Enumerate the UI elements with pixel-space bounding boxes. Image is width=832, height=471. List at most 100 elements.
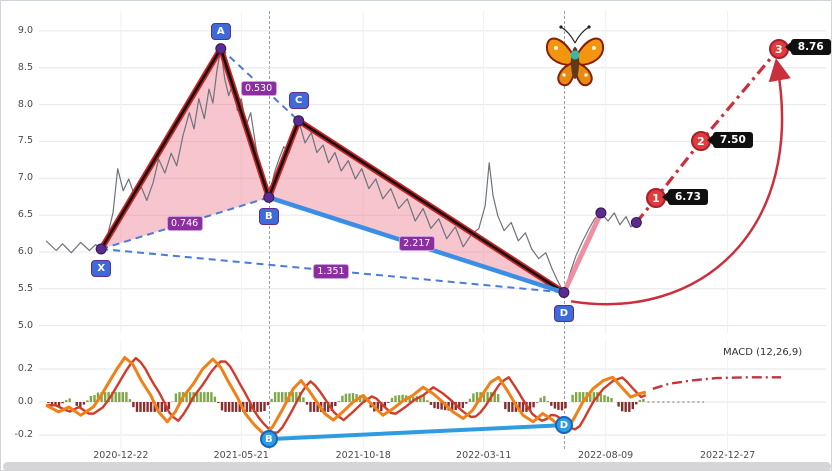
macd-histogram-bar <box>210 392 213 402</box>
macd-histogram-bar <box>231 402 234 412</box>
macd-histogram-bar <box>57 402 61 407</box>
macd-histogram-bar <box>206 392 209 402</box>
pattern-point-badge-a: A <box>210 23 231 41</box>
macd-histogram-bar <box>543 396 546 402</box>
y-axis-tick: 7.5 <box>17 135 33 147</box>
y-axis-tick: 8.5 <box>17 61 33 73</box>
x-axis-tick: 2022-03-11 <box>456 450 512 461</box>
macd-y-axis-tick: 0.0 <box>17 396 33 407</box>
macd-histogram-bar <box>266 402 270 406</box>
macd-histogram-bar <box>408 396 411 402</box>
macd-histogram-bar <box>327 402 330 412</box>
macd-histogram-bar <box>68 398 71 402</box>
macd-histogram-bar <box>50 402 54 405</box>
macd-histogram-bar <box>75 402 78 406</box>
macd-histogram-bar <box>532 402 535 408</box>
macd-histogram-bar <box>302 397 305 402</box>
macd-histogram-bar <box>635 402 638 405</box>
macd-histogram-bar <box>284 392 287 402</box>
macd-histogram-bar <box>461 402 464 409</box>
macd-histogram-bar <box>316 402 319 412</box>
macd-histogram-bar <box>238 402 241 412</box>
macd-histogram-bar <box>234 402 238 412</box>
pattern-vertex-dot <box>263 191 275 203</box>
macd-histogram-bar <box>511 402 514 412</box>
macd-histogram-bar <box>433 402 436 409</box>
macd-histogram-bar <box>142 402 146 412</box>
macd-histogram-bar <box>217 402 220 404</box>
macd-histogram-bar <box>486 392 489 402</box>
macd-histogram-bar <box>624 402 627 412</box>
macd-histogram-bar <box>93 395 96 402</box>
macd-histogram-bar <box>560 402 564 411</box>
macd-histogram-bar <box>291 392 294 402</box>
x-axis-tick: 2022-12-27 <box>700 450 756 461</box>
macd-histogram-bar <box>245 402 248 412</box>
rose-segment <box>561 210 604 295</box>
pattern-vertex-dot <box>595 207 607 219</box>
macd-histogram-bar <box>337 400 340 402</box>
macd-histogram-bar <box>259 402 263 412</box>
macd-histogram-bar <box>628 402 631 412</box>
macd-histogram-bar <box>312 402 316 412</box>
price-target-tag-2: 7.50 <box>706 131 753 148</box>
pattern-edge-black <box>297 119 566 294</box>
macd-histogram-bar <box>252 402 256 412</box>
macd-histogram-bar <box>341 395 344 402</box>
macd-histogram-bar <box>419 395 422 402</box>
macd-point-b: B <box>259 430 278 449</box>
macd-histogram-bar <box>277 392 280 402</box>
macd-histogram-bar <box>323 402 326 412</box>
macd-y-axis-tick: 0.2 <box>17 363 33 375</box>
price-target-tag-1: 6.73 <box>662 188 708 205</box>
x-axis-tick: 2021-05-21 <box>213 450 269 461</box>
macd-histogram-bar <box>539 397 542 402</box>
y-axis-tick: 9.0 <box>17 24 33 36</box>
pattern-point-badge-x: X <box>91 259 112 277</box>
macd-histogram-bar <box>111 392 114 402</box>
ratio-label: 0.530 <box>240 80 277 96</box>
macd-histogram-bar <box>96 392 100 402</box>
macd-histogram-bar <box>103 392 107 402</box>
macd-histogram-bar <box>135 402 139 412</box>
macd-histogram-bar <box>114 392 117 402</box>
pattern-edge-black <box>99 47 223 251</box>
price-line <box>45 48 637 294</box>
x-axis-tick: 2020-12-22 <box>93 450 149 461</box>
macd-histogram-bar <box>61 402 64 404</box>
macd-histogram-bar <box>468 398 472 402</box>
pattern-vertex-dot <box>293 115 305 127</box>
macd-histogram-bar <box>149 402 153 412</box>
macd-histogram-bar <box>132 402 135 408</box>
macd-histogram-bar <box>82 402 86 405</box>
pattern-edge-black <box>267 119 301 199</box>
pattern-point-badge-c: C <box>288 92 309 110</box>
y-axis-tick: 5.5 <box>17 282 33 294</box>
macd-histogram-bar <box>167 402 171 410</box>
macd-histogram-bar <box>351 393 355 402</box>
macd-histogram-bar <box>334 402 337 407</box>
macd-histogram-bar <box>621 402 624 412</box>
pattern-vertex-dot <box>630 216 642 228</box>
macd-histogram-bar <box>107 392 110 402</box>
macd-histogram-bar <box>504 402 507 410</box>
macd-histogram-bar <box>146 402 149 412</box>
macd-histogram-bar <box>426 400 429 402</box>
pattern-vertex-dot <box>215 43 227 55</box>
macd-histogram-bar <box>458 402 461 410</box>
macd-histogram-bar <box>387 402 390 403</box>
macd-histogram-bar <box>249 402 252 412</box>
y-axis-tick: 7.0 <box>17 172 33 184</box>
macd-histogram-bar <box>390 397 394 402</box>
pattern-fill-polygon <box>268 120 564 293</box>
macd-histogram-bar <box>465 402 468 404</box>
horizontal-scrollbar[interactable] <box>3 462 831 470</box>
macd-histogram-bar <box>121 392 124 402</box>
butterfly-icon <box>545 25 605 87</box>
macd-histogram-bar <box>295 392 298 402</box>
macd-histogram-bar <box>79 402 82 409</box>
macd-histogram-bar <box>270 398 273 402</box>
macd-histogram-bar <box>606 396 610 402</box>
macd-histogram-bar <box>185 392 188 402</box>
y-axis-tick: 8.0 <box>17 98 33 110</box>
